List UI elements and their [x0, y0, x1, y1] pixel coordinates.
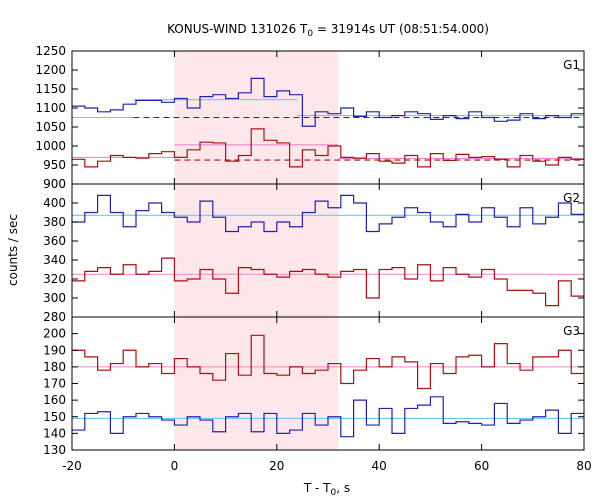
- panel-g1-plot: [72, 77, 584, 168]
- y-tick-label-g3: 150: [43, 410, 66, 424]
- y-tick-label-g2: 300: [43, 291, 66, 305]
- y-tick-label-g1: 1100: [35, 101, 66, 115]
- step-series-g1-0: [72, 77, 584, 127]
- x-tick-label: 60: [474, 459, 489, 473]
- y-tick-label-g3: 200: [43, 327, 66, 341]
- burst-interval-highlight: [174, 51, 339, 450]
- highlight-layer: [174, 51, 339, 450]
- step-series-g3-0: [72, 396, 584, 438]
- x-tick-label: 40: [372, 459, 387, 473]
- chart-title: KONUS-WIND 131026 T0 = 31914s UT (08:51:…: [167, 22, 489, 39]
- y-tick-label-g1: 900: [43, 177, 66, 191]
- y-tick-label-g2: 280: [43, 310, 66, 324]
- x-axis-label: T - T0, s: [303, 481, 350, 498]
- panel-label-g3: G3: [563, 324, 580, 338]
- y-tick-label-g3: 140: [43, 426, 66, 440]
- x-axis-label-subscript: 0: [331, 488, 337, 498]
- panel-g2-plot: [72, 194, 584, 307]
- y-tick-label-g1: 1150: [35, 82, 66, 96]
- x-tick-label: 80: [576, 459, 591, 473]
- step-series-g1-1: [72, 128, 584, 168]
- chart-title-subscript: 0: [307, 29, 313, 39]
- panel-label-g2: G2: [563, 191, 580, 205]
- y-tick-label-g1: 1200: [35, 63, 66, 77]
- series-layer: [72, 77, 584, 438]
- y-tick-label-g2: 380: [43, 215, 66, 229]
- x-axis-label-prefix: T - T: [303, 481, 331, 495]
- y-tick-label-g2: 400: [43, 196, 66, 210]
- y-tick-label-g3: 190: [43, 343, 66, 357]
- y-tick-label-g1: 950: [43, 158, 66, 172]
- step-series-g2-1: [72, 257, 584, 307]
- y-tick-label-g1: 1050: [35, 120, 66, 134]
- y-tick-label-g3: 130: [43, 443, 66, 457]
- y-tick-label-g3: 160: [43, 393, 66, 407]
- x-axis-label-suffix: , s: [336, 481, 350, 495]
- y-tick-label-g1: 1000: [35, 139, 66, 153]
- y-tick-label-g2: 320: [43, 272, 66, 286]
- axes-layer: 900 950 1000 1050 1100 1150 1200 1250 G1 280 300 32…: [35, 44, 591, 473]
- panel-label-g1: G1: [563, 58, 580, 72]
- x-tick-label: 20: [269, 459, 284, 473]
- y-axis-label: counts / sec: [6, 214, 20, 286]
- y-tick-label-g2: 340: [43, 253, 66, 267]
- y-tick-label-g3: 180: [43, 360, 66, 374]
- chart-title-prefix: KONUS-WIND 131026 T: [167, 22, 308, 36]
- y-tick-label-g3: 170: [43, 377, 66, 391]
- chart-title-suffix: = 31914s UT (08:51:54.000): [313, 22, 489, 36]
- y-tick-label-g2: 360: [43, 234, 66, 248]
- step-series-g2-0: [72, 194, 584, 233]
- step-series-g3-1: [72, 334, 584, 390]
- y-tick-label-g1: 1250: [35, 44, 66, 58]
- x-tick-label: -20: [62, 459, 82, 473]
- panel-g3-plot: [72, 334, 584, 438]
- x-tick-label: 0: [171, 459, 179, 473]
